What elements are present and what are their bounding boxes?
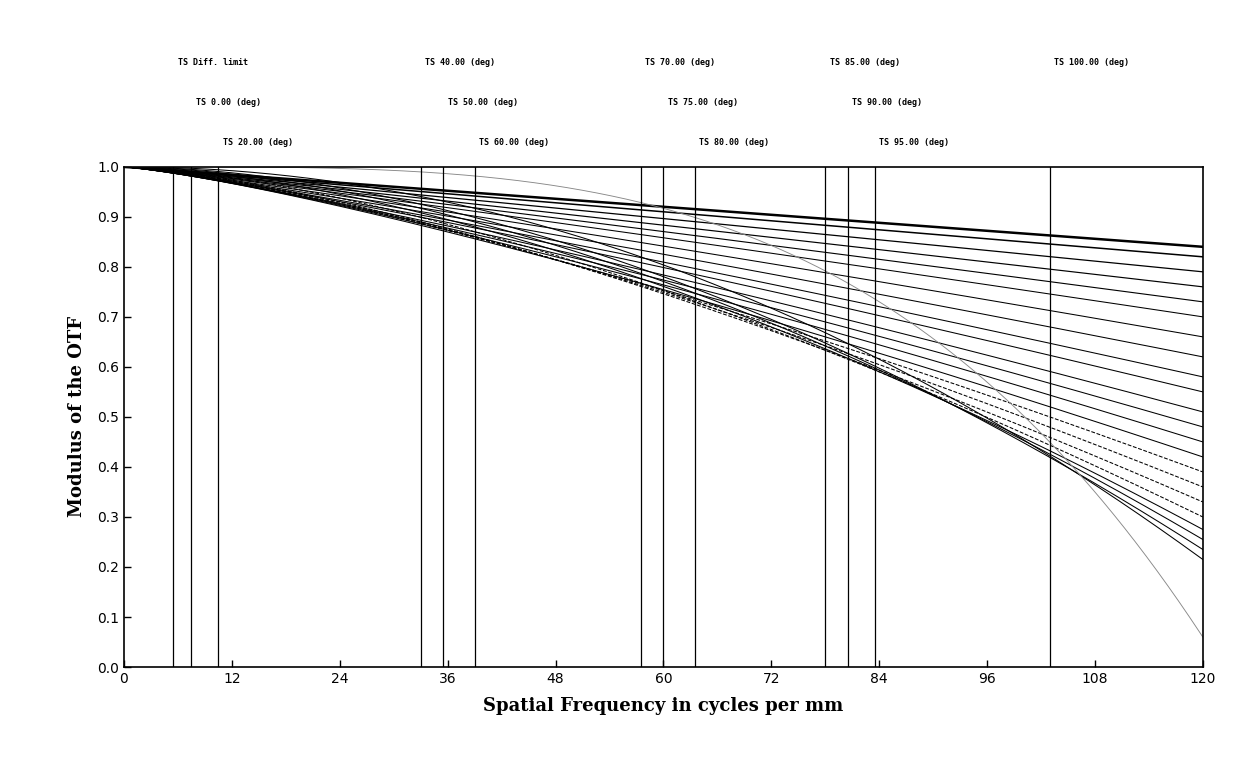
Text: TS 85.00 (deg): TS 85.00 (deg) (830, 58, 900, 67)
Text: TS 90.00 (deg): TS 90.00 (deg) (852, 98, 923, 107)
Text: TS Diff. limit: TS Diff. limit (179, 58, 248, 67)
Text: TS 20.00 (deg): TS 20.00 (deg) (223, 138, 293, 147)
Text: TS 70.00 (deg): TS 70.00 (deg) (645, 58, 715, 67)
Text: TS 80.00 (deg): TS 80.00 (deg) (699, 138, 769, 147)
Text: TS 50.00 (deg): TS 50.00 (deg) (448, 98, 517, 107)
X-axis label: Spatial Frequency in cycles per mm: Spatial Frequency in cycles per mm (484, 697, 843, 715)
Text: TS 0.00 (deg): TS 0.00 (deg) (196, 98, 260, 107)
Text: TS 95.00 (deg): TS 95.00 (deg) (879, 138, 949, 147)
Text: TS 60.00 (deg): TS 60.00 (deg) (479, 138, 549, 147)
Text: TS 100.00 (deg): TS 100.00 (deg) (1054, 58, 1130, 67)
Text: TS 75.00 (deg): TS 75.00 (deg) (668, 98, 738, 107)
Y-axis label: Modulus of the OTF: Modulus of the OTF (68, 316, 86, 518)
Text: TS 40.00 (deg): TS 40.00 (deg) (425, 58, 495, 67)
